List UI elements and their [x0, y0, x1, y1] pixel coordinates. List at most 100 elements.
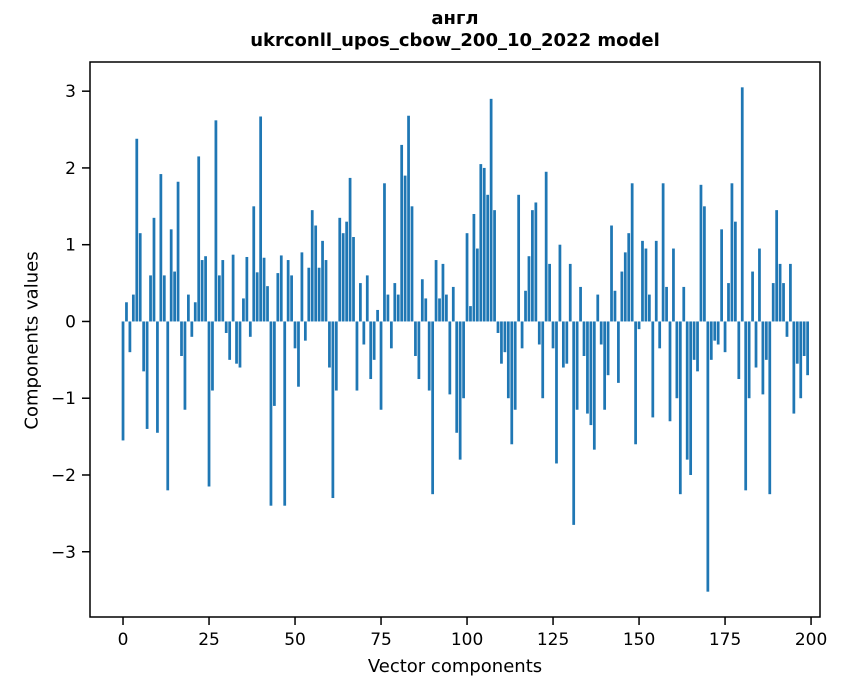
bar-component-24 — [204, 256, 207, 322]
bar-component-136 — [589, 321, 593, 426]
bar-component-142 — [610, 225, 613, 322]
bar-component-157 — [661, 183, 665, 322]
bar-component-96 — [451, 286, 455, 322]
bar-component-97 — [455, 321, 459, 433]
x-tick-label: 75 — [370, 630, 392, 650]
bar-component-6 — [142, 321, 146, 372]
bar-component-93 — [441, 263, 445, 322]
bar-component-104 — [479, 164, 483, 322]
bar-component-46 — [279, 255, 283, 322]
bar-component-84 — [410, 206, 414, 322]
bar-component-69 — [359, 283, 362, 322]
bar-component-36 — [245, 256, 249, 322]
bar-component-114 — [513, 321, 517, 410]
bar-component-178 — [734, 221, 737, 322]
bar-component-95 — [448, 321, 452, 395]
bar-component-60 — [328, 321, 331, 368]
bar-component-183 — [751, 271, 754, 322]
bar-component-113 — [510, 321, 514, 445]
bar-component-187 — [764, 321, 768, 360]
bar-component-155 — [654, 240, 658, 322]
bar-component-92 — [438, 298, 441, 322]
bar-component-79 — [393, 283, 397, 322]
bar-component-58 — [321, 240, 324, 322]
bar-component-132 — [575, 321, 579, 410]
bar-component-184 — [754, 321, 758, 368]
bar-component-190 — [775, 210, 779, 322]
chart-title-line1: англ — [431, 8, 479, 29]
bar-component-129 — [565, 321, 569, 364]
bar-component-30 — [224, 321, 228, 333]
bar-component-179 — [737, 321, 741, 380]
bar-component-176 — [727, 283, 730, 322]
bar-component-16 — [176, 181, 180, 322]
bar-component-17 — [180, 321, 183, 356]
x-axis-label: Vector components — [367, 656, 543, 677]
bar-component-45 — [276, 273, 280, 322]
x-tick-label: 50 — [284, 630, 306, 650]
bar-component-121 — [537, 321, 541, 345]
bar-component-20 — [190, 321, 194, 337]
bar-component-72 — [369, 321, 373, 380]
bar-component-47 — [283, 321, 287, 506]
bar-component-48 — [286, 260, 290, 322]
bar-component-120 — [534, 202, 538, 322]
x-tick-label: 0 — [118, 630, 129, 650]
chart-title-line2: ukrconll_upos_cbow_200_10_2022 model — [250, 30, 660, 51]
bar-component-0 — [121, 321, 125, 441]
x-tick-label: 25 — [198, 630, 220, 650]
bar-component-78 — [389, 321, 393, 349]
bar-component-110 — [500, 321, 503, 364]
bar-component-64 — [341, 233, 345, 322]
bar-component-53 — [303, 321, 307, 341]
bar-component-18 — [183, 321, 187, 410]
bar-component-76 — [383, 183, 386, 322]
bar-component-105 — [482, 167, 486, 322]
bar-component-196 — [795, 321, 799, 364]
bar-component-25 — [207, 321, 211, 487]
bar-component-169 — [703, 206, 706, 322]
bar-component-89 — [427, 321, 431, 391]
bar-component-122 — [541, 321, 545, 399]
bar-component-4 — [135, 138, 139, 322]
bar-component-181 — [744, 321, 748, 491]
bar-component-141 — [606, 321, 610, 376]
x-tick-label: 150 — [623, 630, 655, 650]
bar-component-55 — [310, 210, 314, 322]
bar-component-131 — [572, 321, 576, 525]
bar-component-139 — [599, 321, 603, 345]
bar-component-175 — [723, 321, 727, 353]
bar-component-128 — [561, 321, 565, 368]
bar-component-134 — [582, 321, 586, 356]
bar-component-167 — [696, 321, 699, 372]
bar-component-32 — [231, 254, 235, 322]
bar-component-27 — [214, 120, 218, 322]
bar-component-28 — [217, 275, 221, 322]
bar-component-137 — [592, 321, 596, 450]
bar-component-147 — [627, 233, 631, 322]
bar-component-149 — [634, 321, 637, 445]
bar-component-109 — [496, 321, 500, 333]
bar-component-14 — [169, 229, 173, 322]
bar-component-82 — [403, 175, 407, 322]
bar-component-143 — [613, 290, 617, 322]
bar-component-158 — [665, 286, 668, 322]
bar-component-8 — [149, 275, 152, 322]
bar-component-150 — [637, 321, 641, 330]
bar-component-135 — [586, 321, 589, 414]
bar-component-33 — [235, 321, 238, 364]
bar-component-174 — [720, 229, 723, 322]
bar-component-100 — [465, 233, 469, 322]
bar-component-70 — [362, 321, 366, 345]
bar-component-22 — [197, 156, 201, 322]
bar-component-151 — [641, 240, 644, 322]
bar-component-160 — [672, 248, 675, 322]
bar-component-15 — [173, 271, 176, 322]
bar-component-162 — [678, 321, 682, 495]
bar-component-1 — [125, 302, 128, 322]
bar-component-11 — [159, 174, 163, 322]
bar-component-165 — [689, 321, 693, 475]
bar-component-130 — [568, 263, 572, 322]
bar-component-94 — [445, 294, 448, 322]
